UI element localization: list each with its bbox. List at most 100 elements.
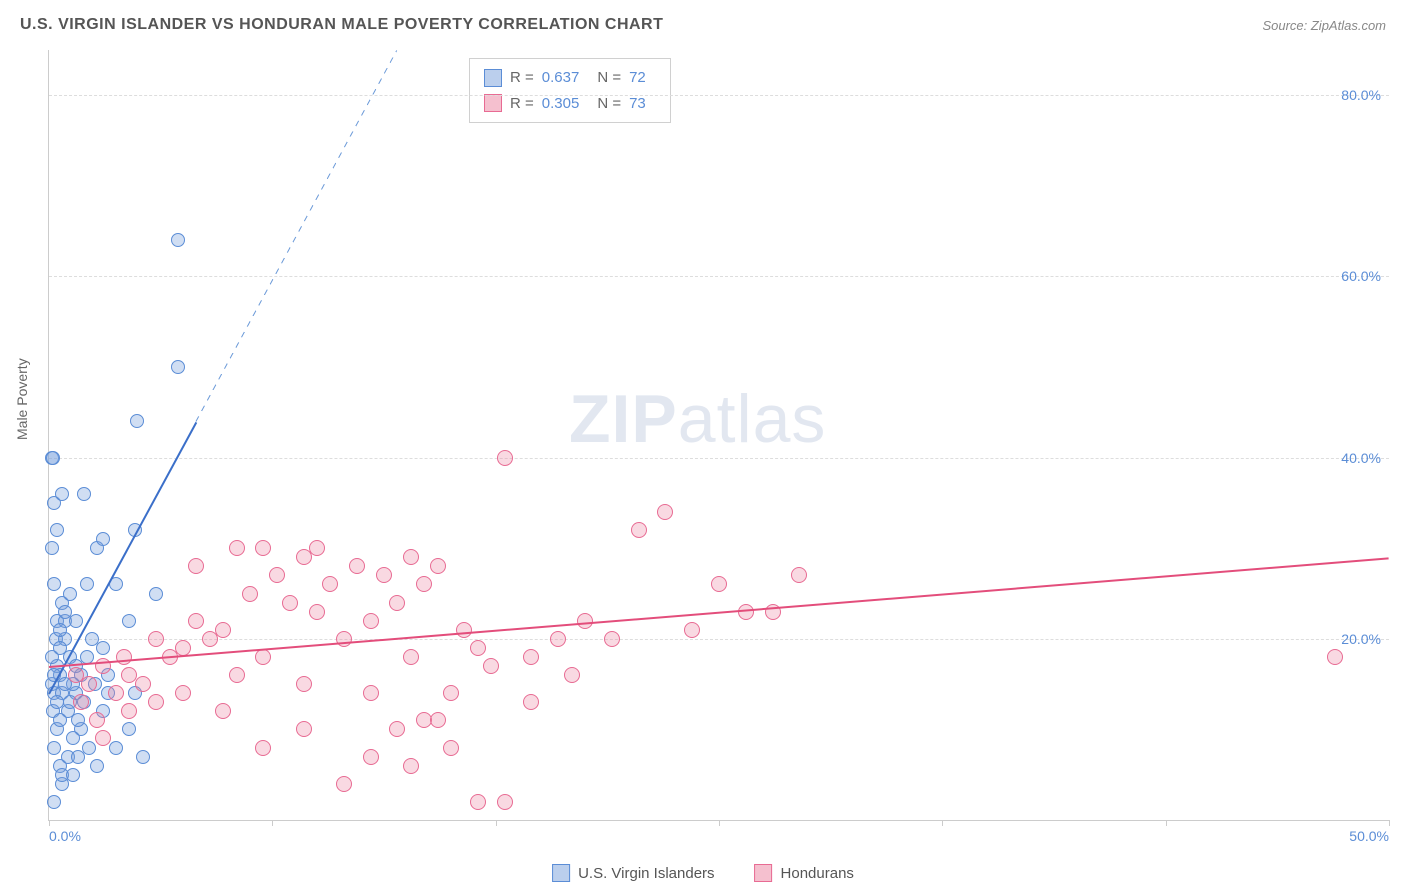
gridline <box>49 276 1389 277</box>
scatter-point <box>50 523 64 537</box>
y-tick-label: 80.0% <box>1341 87 1381 103</box>
scatter-point <box>296 676 312 692</box>
scatter-point <box>577 613 593 629</box>
scatter-point <box>403 649 419 665</box>
legend-label: U.S. Virgin Islanders <box>578 865 714 882</box>
swatch-icon <box>484 69 502 87</box>
scatter-point <box>523 649 539 665</box>
scatter-point <box>47 577 61 591</box>
scatter-point <box>80 577 94 591</box>
scatter-point <box>631 522 647 538</box>
scatter-point <box>71 713 85 727</box>
y-tick-label: 20.0% <box>1341 631 1381 647</box>
scatter-point <box>69 614 83 628</box>
scatter-point <box>255 540 271 556</box>
scatter-point <box>175 640 191 656</box>
scatter-point <box>470 794 486 810</box>
scatter-point <box>255 740 271 756</box>
scatter-point <box>50 695 64 709</box>
scatter-point <box>229 540 245 556</box>
legend-item: Hondurans <box>755 864 854 882</box>
scatter-point <box>443 740 459 756</box>
scatter-point <box>68 667 84 683</box>
scatter-point <box>403 758 419 774</box>
scatter-point <box>389 721 405 737</box>
scatter-point <box>71 750 85 764</box>
scatter-point <box>684 622 700 638</box>
trend-line <box>196 50 398 422</box>
scatter-point <box>90 759 104 773</box>
scatter-point <box>46 451 60 465</box>
scatter-point <box>657 504 673 520</box>
x-tick-mark <box>1166 820 1167 826</box>
x-tick-mark <box>719 820 720 826</box>
scatter-point <box>791 567 807 583</box>
y-axis-label: Male Poverty <box>14 358 30 440</box>
bottom-legend: U.S. Virgin Islanders Hondurans <box>552 864 854 882</box>
scatter-point <box>1327 649 1343 665</box>
scatter-point <box>229 667 245 683</box>
scatter-point <box>349 558 365 574</box>
scatter-point <box>564 667 580 683</box>
x-tick-mark <box>496 820 497 826</box>
gridline <box>49 639 1389 640</box>
y-tick-label: 60.0% <box>1341 268 1381 284</box>
chart-title: U.S. VIRGIN ISLANDER VS HONDURAN MALE PO… <box>20 16 663 34</box>
scatter-point <box>403 549 419 565</box>
scatter-point <box>171 233 185 247</box>
scatter-point <box>497 450 513 466</box>
scatter-point <box>81 676 97 692</box>
gridline <box>49 458 1389 459</box>
scatter-point <box>309 604 325 620</box>
x-tick-mark <box>49 820 50 826</box>
stats-row-1: R = 0.637 N = 72 <box>484 65 656 91</box>
x-tick-mark <box>272 820 273 826</box>
scatter-point <box>45 541 59 555</box>
swatch-icon <box>755 864 773 882</box>
scatter-point <box>416 576 432 592</box>
scatter-point <box>171 360 185 374</box>
swatch-icon <box>484 94 502 112</box>
legend-label: Hondurans <box>781 865 854 882</box>
scatter-point <box>443 685 459 701</box>
scatter-point <box>47 795 61 809</box>
scatter-point <box>255 649 271 665</box>
scatter-point <box>47 741 61 755</box>
scatter-point <box>109 741 123 755</box>
scatter-point <box>188 558 204 574</box>
scatter-point <box>363 685 379 701</box>
scatter-point <box>523 694 539 710</box>
scatter-point <box>96 641 110 655</box>
scatter-point <box>430 558 446 574</box>
scatter-point <box>242 586 258 602</box>
scatter-point <box>215 703 231 719</box>
scatter-point <box>95 730 111 746</box>
swatch-icon <box>552 864 570 882</box>
chart-plot-area: ZIPatlas R = 0.637 N = 72 R = 0.305 N = … <box>48 50 1389 821</box>
scatter-point <box>116 649 132 665</box>
scatter-point <box>604 631 620 647</box>
scatter-point <box>130 414 144 428</box>
scatter-point <box>122 614 136 628</box>
scatter-point <box>149 587 163 601</box>
scatter-point <box>135 676 151 692</box>
scatter-point <box>322 576 338 592</box>
scatter-point <box>136 750 150 764</box>
scatter-point <box>363 613 379 629</box>
source-label: Source: ZipAtlas.com <box>1262 18 1386 33</box>
scatter-point <box>497 794 513 810</box>
scatter-point <box>456 622 472 638</box>
x-tick-label: 50.0% <box>1349 828 1389 844</box>
scatter-point <box>89 712 105 728</box>
scatter-point <box>53 713 67 727</box>
x-tick-mark <box>942 820 943 826</box>
gridline <box>49 95 1389 96</box>
scatter-point <box>122 722 136 736</box>
scatter-point <box>66 768 80 782</box>
scatter-point <box>55 487 69 501</box>
scatter-point <box>63 587 77 601</box>
scatter-point <box>108 685 124 701</box>
x-tick-label: 0.0% <box>49 828 81 844</box>
scatter-point <box>389 595 405 611</box>
scatter-point <box>215 622 231 638</box>
